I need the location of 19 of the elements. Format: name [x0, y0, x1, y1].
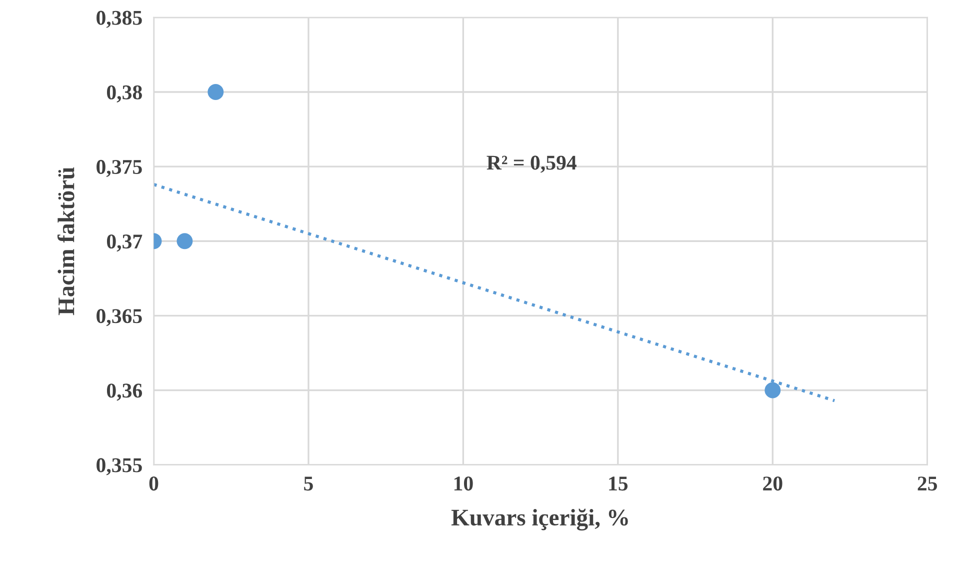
y-tick-label: 0,355 — [96, 458, 142, 476]
y-axis-title: Hacim faktörü — [57, 167, 74, 316]
x-tick-label: 0 — [149, 476, 158, 491]
y-tick-label: 0,385 — [96, 10, 142, 28]
annotation: R² = 0,594 — [486, 156, 576, 173]
point — [208, 84, 224, 100]
y-tick-label: 0,37 — [106, 234, 142, 252]
y-tick-label: 0,365 — [96, 309, 142, 326]
x-tick-label: 25 — [918, 476, 938, 491]
x-tick-label: 10 — [454, 476, 473, 491]
point — [764, 382, 781, 398]
x-tick-label: 15 — [609, 476, 628, 491]
x-axis-title: Kuvars içeriği, % — [451, 508, 628, 531]
x-tick-label: 5 — [304, 476, 313, 491]
y-tick-label: 0,375 — [96, 160, 142, 178]
y-tick-label: 0,38 — [106, 85, 142, 102]
x-tick-label: 20 — [763, 476, 782, 491]
y-tick-label: 0,36 — [106, 384, 142, 401]
point — [176, 233, 193, 250]
